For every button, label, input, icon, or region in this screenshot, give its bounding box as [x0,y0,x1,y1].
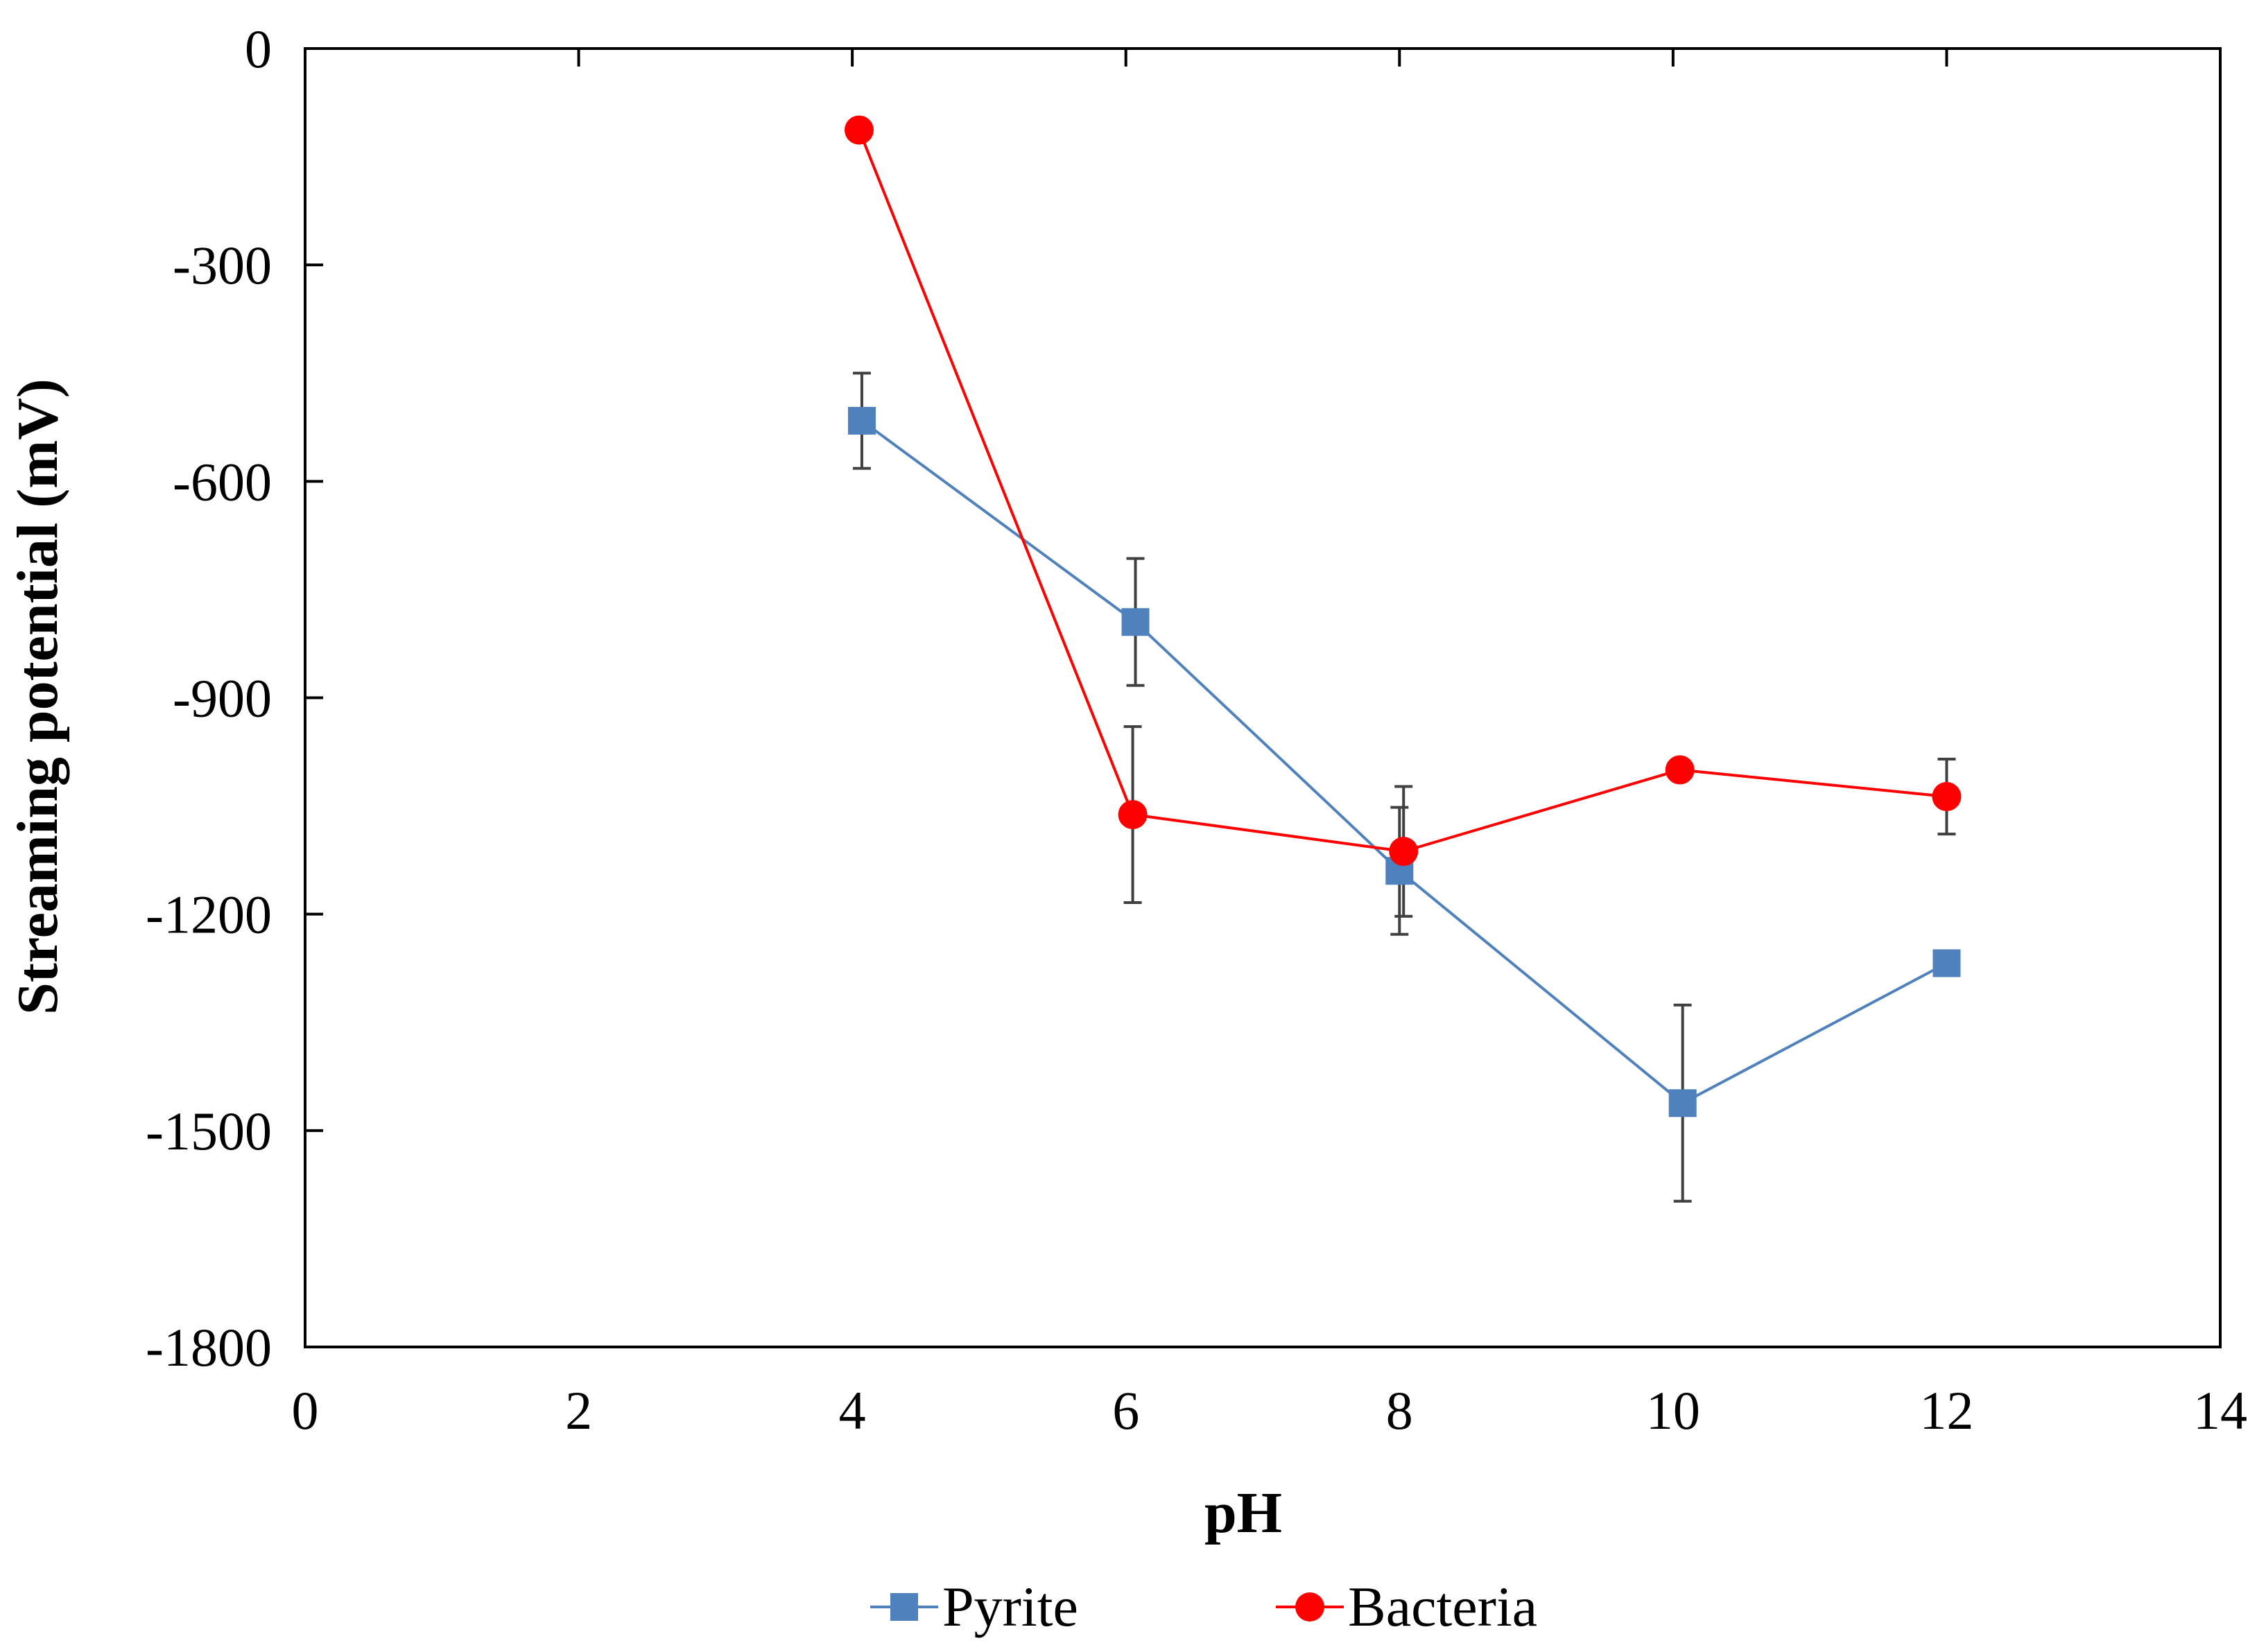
x-tick-label: 2 [565,1380,592,1441]
legend-item-bacteria: Bacteria [1276,1575,1537,1638]
legend-label: Bacteria [1348,1575,1537,1638]
x-axis-ticks: 0 2 4 6 8 10 12 14 [292,49,2247,1441]
data-point-pyrite [1121,608,1150,636]
y-tick-label: -300 [173,235,272,295]
data-point-bacteria [1389,837,1419,867]
data-point-bacteria [1118,800,1148,830]
y-axis-title: Streaming potential (mV) [6,379,70,1015]
y-tick-label: -1200 [146,885,272,945]
y-tick-label: -900 [173,668,272,729]
y-tick-label: -1800 [146,1317,272,1377]
x-tick-label: 4 [839,1380,866,1441]
x-axis-title: pH [1204,1481,1282,1545]
legend-item-pyrite: Pyrite [870,1575,1078,1638]
data-point-bacteria [845,115,874,145]
data-point-pyrite [847,406,876,435]
data-point-pyrite [1932,949,1961,977]
y-axis-ticks: 0 -300 -600 -900 -1200 -1500 -1800 [146,19,323,1377]
series-layer [845,115,1962,1203]
y-tick-label: 0 [245,19,272,79]
x-tick-label: 8 [1386,1380,1413,1441]
data-point-bacteria [1932,782,1962,812]
data-point-bacteria [1665,755,1695,785]
plot-area [304,47,2222,1348]
legend-marker [1295,1592,1324,1621]
legend-label: Pyrite [942,1575,1078,1638]
x-tick-label: 14 [2193,1380,2247,1441]
y-tick-label: -1500 [146,1101,272,1161]
y-tick-label: -600 [173,451,272,512]
legend-marker [890,1593,918,1621]
x-tick-label: 12 [1919,1380,1973,1441]
x-tick-label: 10 [1646,1380,1700,1441]
x-tick-label: 0 [292,1380,319,1441]
x-tick-label: 6 [1112,1380,1139,1441]
data-point-pyrite [1668,1089,1697,1118]
legend: Pyrite Bacteria [870,1575,1537,1638]
